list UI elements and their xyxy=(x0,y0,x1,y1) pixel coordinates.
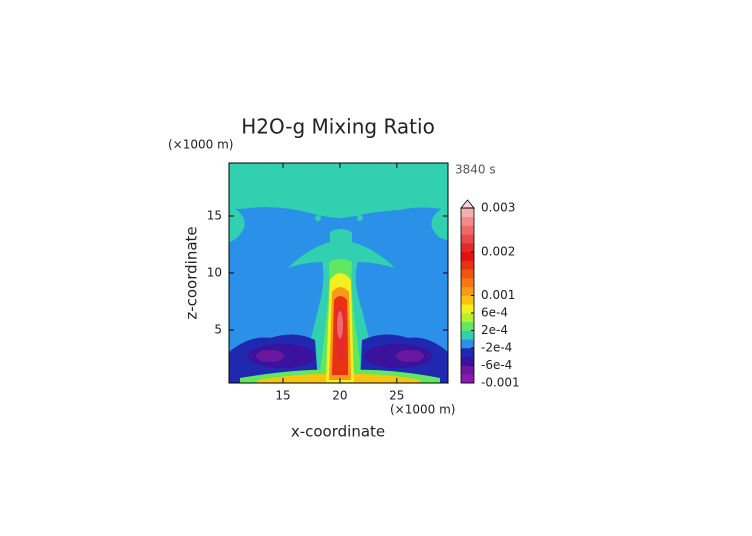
contour-region xyxy=(229,205,245,242)
x-tick-label: 25 xyxy=(389,389,404,403)
colorbar-band xyxy=(461,243,474,253)
colorbar-band xyxy=(461,269,474,279)
colorbar-band xyxy=(461,356,474,366)
contour-region xyxy=(315,215,321,221)
colorbar-band xyxy=(461,339,474,349)
colorbar-band xyxy=(461,216,474,226)
x-unit: (×1000 m) xyxy=(390,403,455,417)
colorbar-tick-label: 6e-4 xyxy=(481,306,508,320)
y-tick-label: 10 xyxy=(207,266,222,280)
time-label: 3840 s xyxy=(455,163,496,177)
colorbar-band xyxy=(461,295,474,305)
colorbar-band xyxy=(461,260,474,270)
contour-region xyxy=(357,215,363,221)
colorbar-band xyxy=(461,304,474,314)
contour-region xyxy=(256,350,284,362)
colorbar-band xyxy=(461,286,474,296)
colorbar-tick-label: 2e-4 xyxy=(481,323,508,337)
chart-title: H2O-g Mixing Ratio xyxy=(241,115,435,139)
colorbar-tick-label: 0.003 xyxy=(481,201,515,215)
colorbar-band xyxy=(461,348,474,358)
colorbar-tick-label: 0.002 xyxy=(481,244,515,258)
y-tick-label: 5 xyxy=(214,322,222,336)
x-axis-label: x-coordinate xyxy=(291,423,385,441)
contour-region xyxy=(396,350,424,362)
colorbar-band xyxy=(461,234,474,244)
y-tick-label: 15 xyxy=(207,209,222,223)
colorbar-band xyxy=(461,374,474,384)
contour-region xyxy=(337,311,343,339)
colorbar-band xyxy=(461,278,474,288)
x-tick-label: 20 xyxy=(332,389,347,403)
colorbar-band xyxy=(461,330,474,340)
colorbar-tick-label: -2e-4 xyxy=(481,341,512,355)
colorbar-overflow xyxy=(460,199,475,209)
contour-region xyxy=(229,163,448,218)
colorbar-tick-label: -6e-4 xyxy=(481,358,512,372)
y-unit: (×1000 m) xyxy=(168,138,233,152)
colorbar-band xyxy=(461,313,474,323)
colorbar-band xyxy=(461,321,474,331)
y-axis-label: z-coordinate xyxy=(183,226,201,319)
x-tick-label: 15 xyxy=(275,389,290,403)
contour-region xyxy=(431,205,448,240)
colorbar-tick-label: -0.001 xyxy=(481,376,520,390)
colorbar-band xyxy=(461,251,474,261)
colorbar-band xyxy=(461,208,474,218)
contour-field xyxy=(229,163,448,383)
colorbar-band xyxy=(461,225,474,235)
colorbar-band xyxy=(461,365,474,375)
colorbar-tick-label: 0.001 xyxy=(481,288,515,302)
